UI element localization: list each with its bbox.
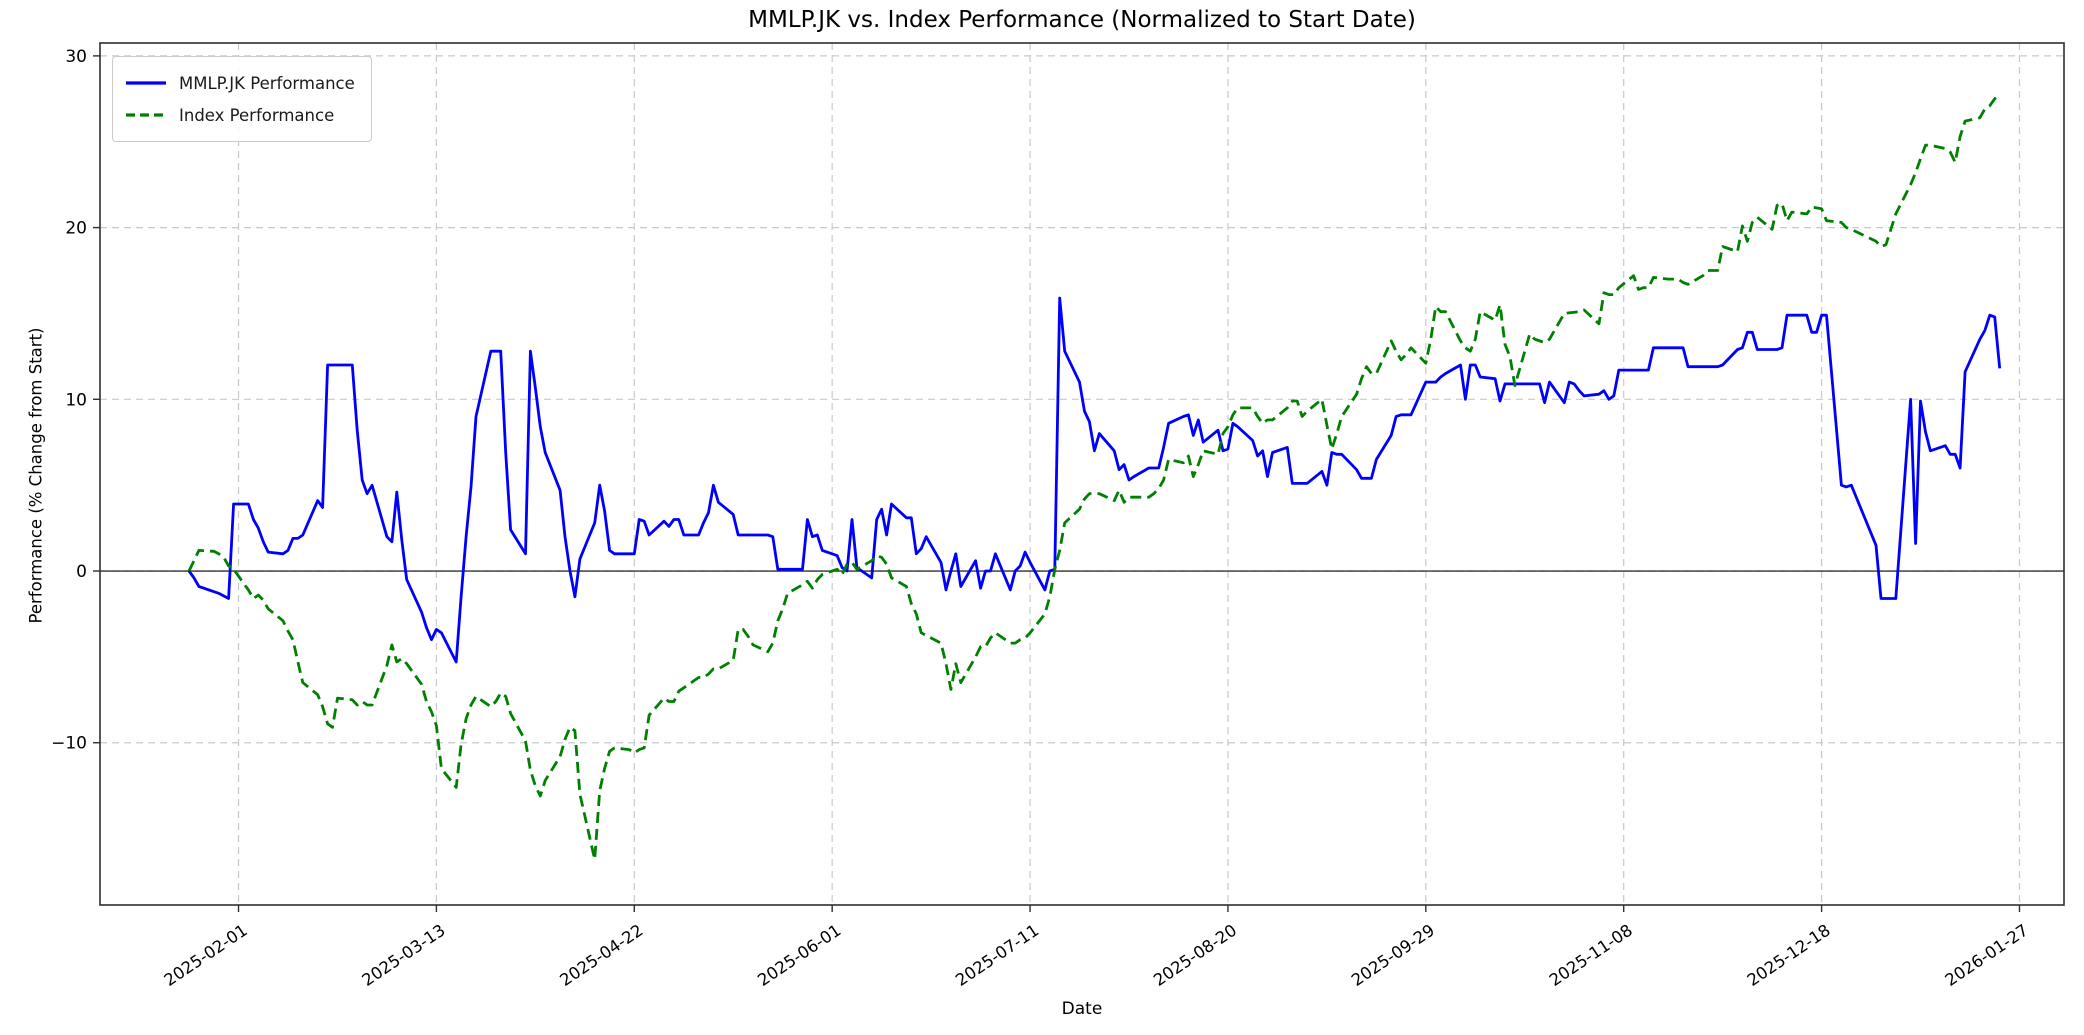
y-tick-label: 0 [76,562,87,582]
legend-label-index: Index Performance [179,105,335,125]
x-tick-label: 2025-07-11 [952,921,1042,990]
y-tick-label: 10 [65,390,87,410]
series-line-mmlp [187,296,2002,664]
legend-item-index: Index Performance [125,99,355,131]
legend: MMLP.JK Performance Index Performance [112,56,372,142]
x-axis-label: Date [1061,999,1103,1019]
x-tick-label: 2025-12-18 [1744,921,1834,990]
x-tick-label: 2025-06-01 [754,921,844,990]
series-line-index [187,92,2001,861]
legend-line-sample-mmlp [126,81,166,85]
x-tick-label: 2025-04-22 [556,921,646,990]
x-tick-label: 2025-03-13 [359,921,449,990]
x-tick-label: 2025-09-29 [1348,921,1438,990]
y-tick-label: 20 [65,219,87,239]
plot-border [99,42,2065,906]
legend-label-mmlp: MMLP.JK Performance [179,73,355,93]
chart-title: MMLP.JK vs. Index Performance (Normalize… [748,7,1416,33]
x-tick-label: 2025-11-08 [1546,921,1636,990]
y-axis-label: Performance (% Change from Start) [26,327,46,624]
x-tick-label: 2025-08-20 [1150,921,1240,990]
legend-line-sample-index [126,113,166,117]
x-tick-label: 2025-02-01 [161,921,251,990]
legend-item-mmlp: MMLP.JK Performance [125,67,355,99]
y-tick-label: −10 [51,734,87,754]
y-tick-label: 30 [65,47,87,67]
x-tick-label: 2026-01-27 [1942,921,2032,990]
